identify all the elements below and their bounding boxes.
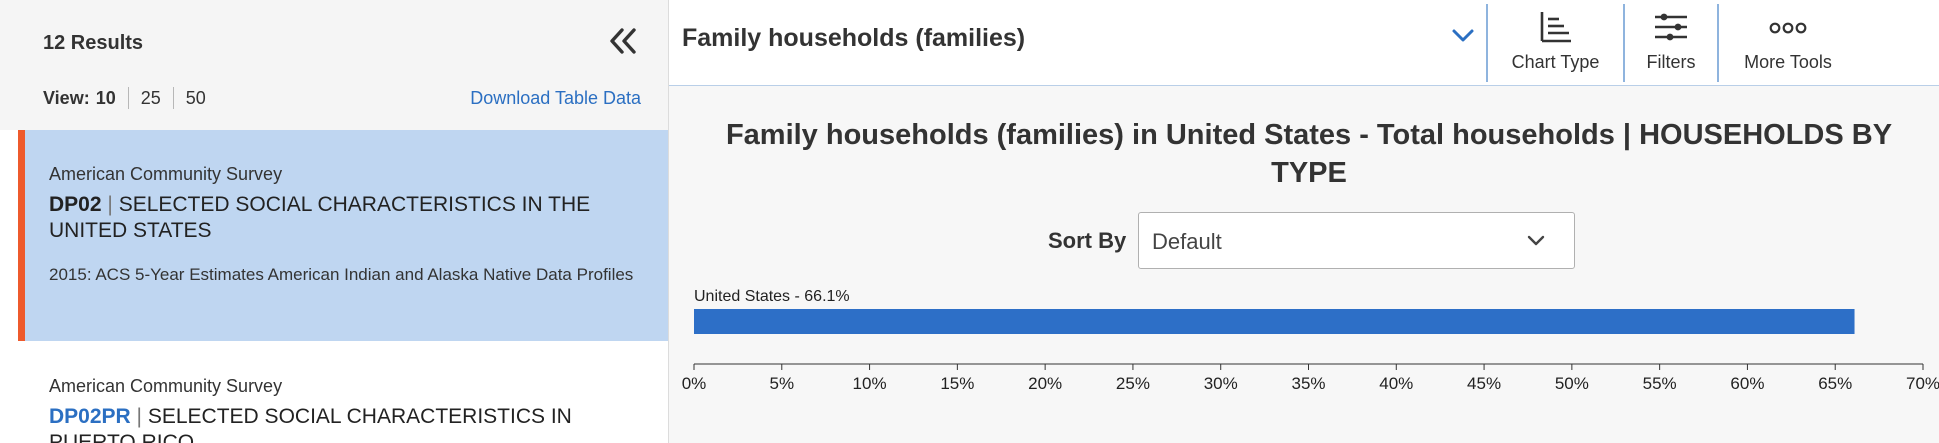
filters-label: Filters (1646, 52, 1696, 72)
result-title-text: SELECTED SOCIAL CHARACTERISTICS IN PUERT… (49, 405, 572, 443)
view-option-50[interactable]: 50 (172, 87, 218, 109)
sort-by-value: Default (1152, 229, 1222, 254)
topic-dropdown[interactable]: Family households (families) (682, 0, 1482, 78)
result-survey: American Community Survey (49, 164, 283, 184)
x-axis-tick-label: 35% (1291, 374, 1325, 393)
double-chevron-left-icon (610, 28, 636, 54)
result-survey: American Community Survey (49, 376, 283, 396)
bar-chart-icon (1540, 12, 1571, 43)
result-title-text: SELECTED SOCIAL CHARACTERISTICS IN THE U… (49, 193, 591, 242)
x-axis-tick-label: 25% (1116, 374, 1150, 393)
result-code: DP02 (49, 193, 102, 216)
bar-united-states[interactable] (694, 309, 1855, 334)
more-icon (1769, 22, 1807, 34)
result-subtitle: 2015: ACS 5-Year Estimates American Indi… (49, 265, 634, 284)
sliders-icon (1655, 13, 1687, 41)
bar-chart: United States - 66.1% 0% 5% 10% 15% 20% 25% 30%… (682, 288, 1939, 393)
result-title[interactable]: DP02PR | SELECTED SOCIAL CHARACTERISTICS… (49, 404, 639, 443)
x-axis-tick-label: 70% (1906, 374, 1939, 393)
x-axis-tick-label: 65% (1818, 374, 1852, 393)
x-axis-tick-label: 20% (1028, 374, 1062, 393)
filters-button[interactable]: Filters (1623, 4, 1717, 82)
sort-by-dropdown[interactable]: Default (1138, 212, 1575, 269)
x-axis-tick-label: 15% (940, 374, 974, 393)
chevron-down-icon (1452, 29, 1474, 42)
x-axis-tick-label: 5% (769, 374, 794, 393)
more-tools-label: More Tools (1744, 52, 1832, 72)
x-axis-tick-label: 40% (1379, 374, 1413, 393)
x-axis-tick-label: 45% (1467, 374, 1501, 393)
chart-title: Family households (families) in United S… (725, 119, 1893, 189)
chevron-down-icon (1527, 235, 1545, 246)
view-label: View: (43, 87, 90, 108)
chart-panel: Family households (families) Chart Type (668, 0, 1939, 443)
result-separator: | (107, 193, 113, 216)
x-axis-tick-label: 30% (1204, 374, 1238, 393)
result-title[interactable]: DP02 | SELECTED SOCIAL CHARACTERISTICS I… (49, 192, 639, 244)
view-option-10[interactable]: 10 (95, 88, 116, 108)
x-axis-tick-label: 50% (1555, 374, 1589, 393)
view-count-selector: View: 10 25 50 (43, 86, 218, 110)
sort-by-label: Sort By (1048, 228, 1127, 253)
bar-data-label: United States - 66.1% (694, 288, 850, 305)
download-table-data-link[interactable]: Download Table Data (470, 88, 641, 108)
view-option-25[interactable]: 25 (127, 87, 173, 109)
chart-type-button[interactable]: Chart Type (1486, 4, 1623, 82)
results-panel: 12 Results View: 10 25 50 Download Table… (0, 0, 668, 443)
result-card-selected[interactable]: American Community Survey DP02 | SELECTE… (18, 130, 668, 341)
result-separator: | (136, 405, 143, 428)
result-code-link[interactable]: DP02PR (49, 405, 131, 428)
results-count: 12 Results (43, 32, 144, 54)
result-card[interactable]: American Community Survey DP02PR | SELEC… (18, 345, 668, 443)
x-axis-tick-label: 60% (1730, 374, 1764, 393)
more-tools-button[interactable]: More Tools (1717, 4, 1857, 82)
topic-dropdown-value: Family households (families) (682, 24, 1026, 52)
chart-type-label: Chart Type (1511, 52, 1600, 72)
x-axis-tick-label: 0% (682, 374, 707, 393)
chart-toolbar: Family households (families) Chart Type (669, 0, 1939, 86)
results-header: 12 Results View: 10 25 50 Download Table… (0, 0, 668, 130)
x-axis-tick-label: 55% (1643, 374, 1677, 393)
x-axis-tick-label: 10% (853, 374, 887, 393)
collapse-panel-button[interactable] (606, 24, 640, 58)
